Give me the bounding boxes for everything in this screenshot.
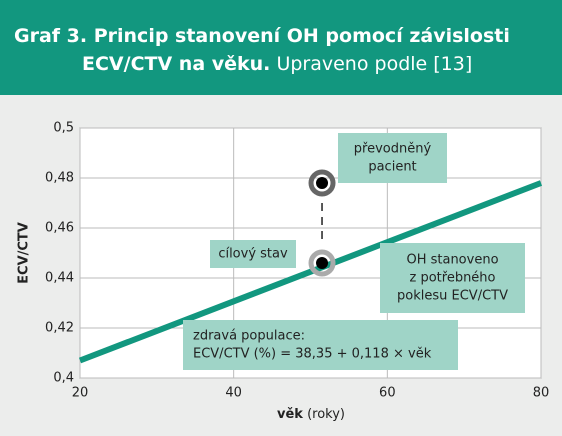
annotation-box xyxy=(210,240,296,268)
annotation: ECV/CTV (%) = 38,35 + 0,118 × věk xyxy=(193,347,432,362)
annotation: OH stanoveno xyxy=(406,253,498,268)
annotation: zdravá populace: xyxy=(193,329,305,344)
title: ECV/CTV na věku. xyxy=(82,53,271,75)
x-axis-label: (roky) xyxy=(307,407,345,422)
y-axis-label: ECV/CTV xyxy=(17,222,32,284)
title: Graf 3. Princip stanovení OH pomocí závi… xyxy=(14,25,510,47)
x-axis-label: věk xyxy=(277,407,303,422)
point xyxy=(316,257,329,269)
x-tick-label: 60 xyxy=(379,386,396,401)
annotation: cílový stav xyxy=(218,247,288,262)
y-tick-label: 0,4 xyxy=(53,371,74,386)
line xyxy=(78,180,543,364)
x-tick-label: 80 xyxy=(533,386,550,401)
point xyxy=(316,177,329,189)
x-axis-label: věk (roky) xyxy=(277,407,345,422)
y-tick-label: 0,46 xyxy=(45,221,74,236)
y-tick-label: 0,48 xyxy=(45,171,74,186)
annotation-box xyxy=(338,133,447,183)
annotation: převodněný xyxy=(354,142,432,157)
y-tick-label: 0,42 xyxy=(45,321,74,336)
subtitle: Upraveno podle [13] xyxy=(276,53,473,75)
point-ring xyxy=(308,249,336,277)
annotation-box xyxy=(183,320,458,370)
point-ring xyxy=(308,169,336,197)
header: Graf 3. Princip stanovení OH pomocí závi… xyxy=(0,0,562,95)
annotation: poklesu ECV/CTV xyxy=(397,289,508,304)
annotation: z potřebného xyxy=(410,271,496,286)
x-tick-label: 20 xyxy=(72,386,89,401)
x-tick-label: 40 xyxy=(225,386,242,401)
y-tick-label: 0,44 xyxy=(45,271,74,286)
annotation-box xyxy=(380,243,525,313)
annotation: pacient xyxy=(368,160,416,175)
y-tick-label: 0,5 xyxy=(53,121,74,136)
